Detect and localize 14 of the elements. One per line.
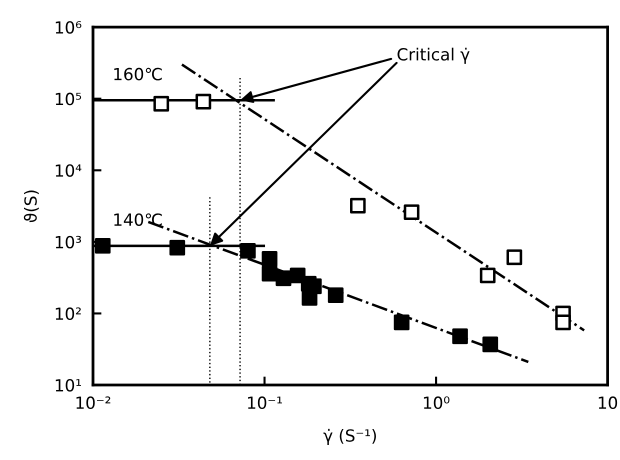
y-tick-label: 10⁶ bbox=[56, 21, 82, 34]
x-axis-title: γ̇ (S⁻¹) bbox=[323, 428, 376, 446]
x-tick-label: 10⁻² bbox=[76, 396, 110, 410]
y-tick-label: 10³ bbox=[56, 236, 82, 248]
x-tick-label: 10⁻¹ bbox=[248, 396, 282, 410]
annotation: Critical γ̇ bbox=[398, 48, 470, 64]
y-tick-label: 10⁵ bbox=[56, 92, 82, 106]
y-tick-label: 10⁴ bbox=[56, 164, 82, 177]
x-tick-label: 10 bbox=[598, 396, 618, 410]
y-tick-label: 10² bbox=[56, 307, 81, 320]
series-label: 160℃ bbox=[114, 68, 162, 80]
y-tick-label: 10¹ bbox=[56, 378, 81, 392]
x-tick-label: 10⁰ bbox=[424, 396, 450, 410]
y-axis-title: ϑ(S) bbox=[24, 190, 39, 222]
